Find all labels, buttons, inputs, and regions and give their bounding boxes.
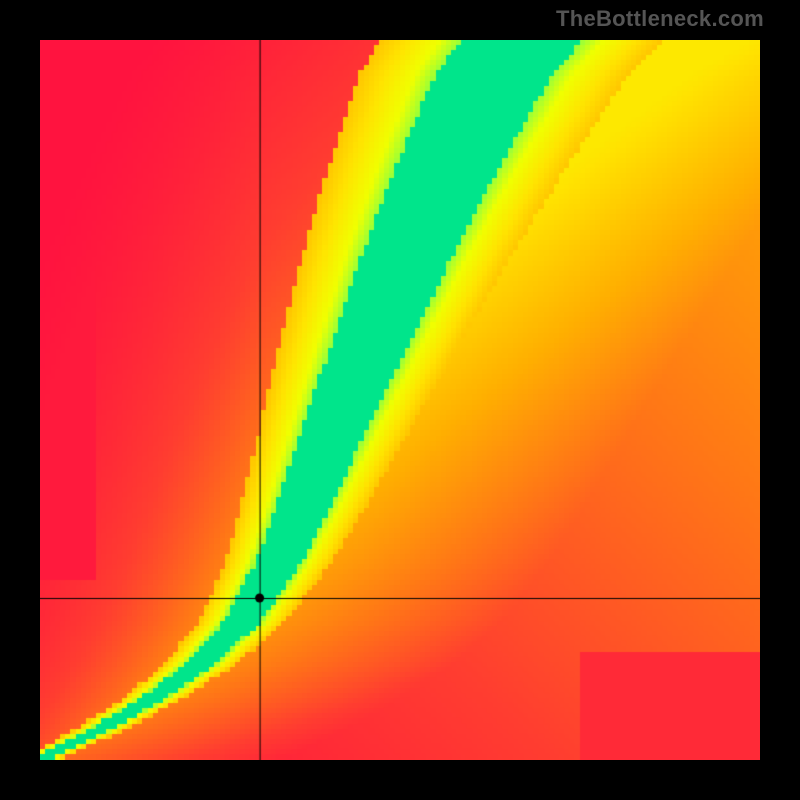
chart-container: TheBottleneck.com [0, 0, 800, 800]
heatmap-plot [40, 40, 760, 760]
watermark-text: TheBottleneck.com [556, 6, 764, 32]
